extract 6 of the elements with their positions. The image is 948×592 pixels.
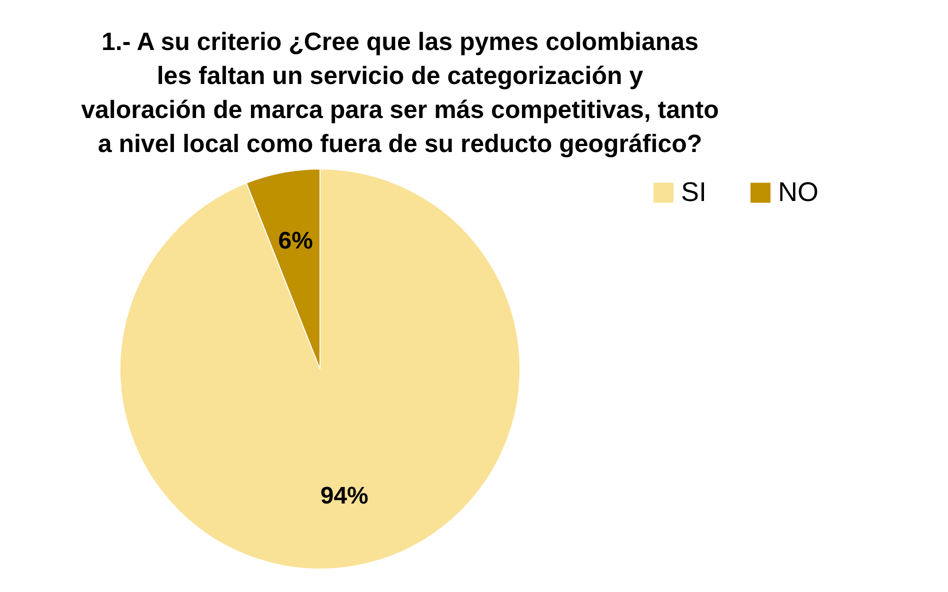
legend-label: SI (681, 176, 707, 207)
data-label: 6% (278, 227, 313, 254)
pie-slice (120, 168, 520, 570)
legend-label: NO (778, 176, 818, 207)
data-label: 94% (320, 482, 368, 510)
chart-title: 1.- A su criterio ¿Cree que las pymes colombianas les faltan un servicio de categorización y valoración de marca para ser más competitivas, tanto a nivel local como fuera de su reducto geográfico? (81, 28, 719, 158)
